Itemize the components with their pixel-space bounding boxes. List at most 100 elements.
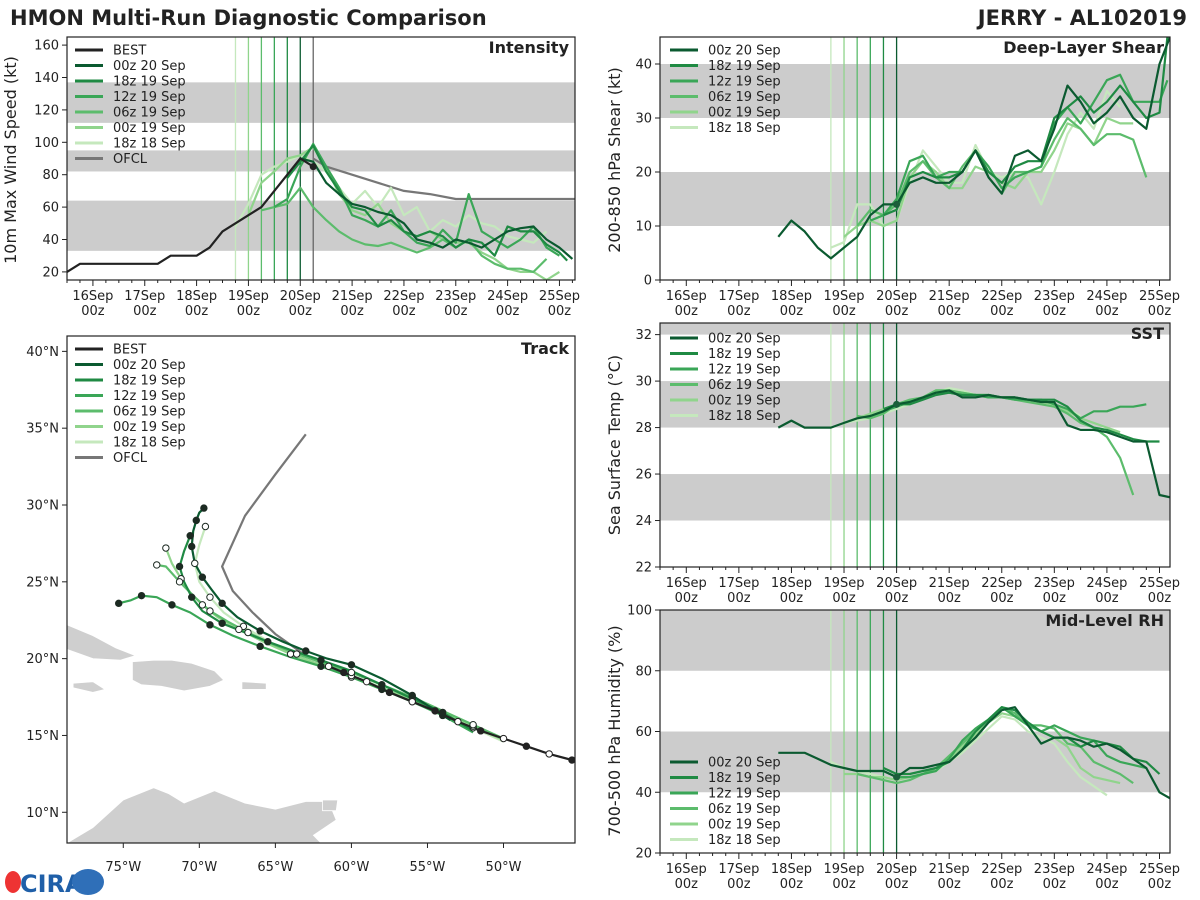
- rh-xtick-hour: 00z: [780, 877, 804, 892]
- track-lat-label: 40°N: [26, 345, 59, 360]
- legend-label-06z-19-sep: 06z 19 Sep: [113, 405, 186, 420]
- intensity-series-18z-18-sep: [234, 154, 548, 244]
- track-lon-label: 65°W: [257, 860, 293, 875]
- land-hispaniola: [131, 659, 225, 692]
- legend-label-00z-19-sep: 00z 19 Sep: [708, 106, 781, 121]
- shear-xtick-date: 21Sep: [929, 289, 970, 304]
- track-point-06z-19-sep: [292, 650, 301, 658]
- track-point-best: [545, 750, 553, 758]
- intensity-ylabel: 10m Max Wind Speed (kt): [1, 56, 20, 264]
- sst-xtick-hour: 00z: [727, 591, 751, 606]
- rh-ylabel: 700-500 hPa Humidity (%): [605, 625, 624, 836]
- legend-label-06z-19-sep: 06z 19 Sep: [708, 802, 781, 817]
- sst-xtick-hour: 00z: [675, 591, 699, 606]
- intensity-xtick-hour: 00z: [548, 304, 572, 319]
- legend-label-12z-19-sep: 12z 19 Sep: [708, 75, 781, 90]
- intensity-current-point: [309, 163, 317, 171]
- legend-label-18z-18-sep: 18z 18 Sep: [708, 121, 781, 136]
- track-point-12z-19-sep: [317, 662, 325, 671]
- legend-label-18z-18-sep: 18z 18 Sep: [113, 436, 186, 451]
- shear-ylabel: 200-850 hPa Shear (kt): [605, 67, 624, 253]
- rh-xtick-hour: 00z: [937, 877, 961, 892]
- legend-label-12z-19-sep: 12z 19 Sep: [113, 90, 186, 105]
- track-series-00z-19-sep: [164, 547, 504, 742]
- sst-xtick-hour: 00z: [885, 591, 909, 606]
- intensity-panel-title: Intensity: [489, 38, 570, 57]
- intensity-ytick-label: 80: [42, 168, 59, 183]
- shear-panel: 01020304016Sep00z17Sep00z18Sep00z19Sep00…: [605, 36, 1180, 319]
- sst-ylabel: Sea Surface Temp (°C): [605, 355, 624, 535]
- shear-xtick-date: 18Sep: [771, 289, 812, 304]
- track-point-12z-19-sep: [137, 591, 146, 600]
- sst-xtick-hour: 00z: [1148, 591, 1172, 606]
- track-point-18z-18-sep: [191, 559, 199, 568]
- legend-label-12z-19-sep: 12z 19 Sep: [708, 363, 781, 378]
- shear-ytick-label: 40: [635, 58, 652, 73]
- track-series-best: [328, 665, 573, 762]
- track-point-06z-19-sep: [153, 561, 161, 569]
- rh-xtick-hour: 00z: [1095, 877, 1119, 892]
- track-panel-title: Track: [521, 339, 569, 358]
- track-point-best: [408, 697, 416, 706]
- sst-xtick-date: 19Sep: [823, 576, 864, 591]
- sst-xtick-hour: 00z: [990, 591, 1014, 606]
- rh-xtick-date: 19Sep: [823, 862, 864, 877]
- track-point-best: [324, 662, 333, 671]
- intensity-xtick-date: 18Sep: [176, 289, 217, 304]
- sst-xtick-date: 20Sep: [876, 576, 917, 591]
- rh-panel-title: Mid-Level RH: [1045, 611, 1164, 630]
- rh-series-12z-19-sep: [870, 706, 1147, 779]
- intensity-plot-area: [67, 37, 575, 280]
- rh-xtick-date: 24Sep: [1086, 862, 1127, 877]
- shear-xtick-date: 23Sep: [1034, 289, 1075, 304]
- legend-label-00z-19-sep: 00z 19 Sep: [708, 394, 781, 409]
- intensity-series-12z-19-sep: [273, 142, 560, 257]
- sst-xtick-date: 23Sep: [1034, 576, 1075, 591]
- rh-xtick-hour: 00z: [990, 877, 1014, 892]
- track-lat-label: 30°N: [26, 499, 59, 514]
- track-point-00z-20-sep: [198, 573, 207, 581]
- intensity-xtick-hour: 00z: [444, 304, 468, 319]
- sst-xtick-hour: 00z: [780, 591, 804, 606]
- track-point-00z-20-sep: [192, 516, 200, 525]
- rh-panel: 2040608010016Sep00z17Sep00z18Sep00z19Sep…: [605, 604, 1180, 893]
- track-point-00z-20-sep: [408, 691, 416, 700]
- intensity-series-ofcl: [312, 157, 575, 201]
- shear-series-00z-20-sep: [777, 37, 1170, 260]
- track-point-best: [499, 734, 508, 743]
- legend-label-00z-19-sep: 00z 19 Sep: [708, 818, 781, 833]
- intensity-series-18z-19-sep: [286, 144, 568, 262]
- track-point-12z-19-sep: [115, 599, 123, 608]
- rh-xtick-date: 17Sep: [718, 862, 759, 877]
- shear-xtick-date: 19Sep: [823, 289, 864, 304]
- track-point-18z-19-sep: [438, 708, 447, 717]
- legend-label-00z-20-sep: 00z 20 Sep: [113, 358, 186, 373]
- track-series-06z-19-sep: [156, 563, 504, 740]
- legend-label-ofcl: OFCL: [113, 152, 148, 167]
- track-point-18z-18-sep: [201, 522, 210, 531]
- shear-xtick-hour: 00z: [727, 304, 751, 319]
- rh-xtick-hour: 00z: [1043, 877, 1067, 892]
- legend-label-00z-20-sep: 00z 20 Sep: [708, 756, 781, 771]
- track-point-06z-19-sep: [244, 628, 252, 637]
- shear-series-18z-19-sep: [883, 37, 1169, 217]
- intensity-xtick-date: 24Sep: [487, 289, 528, 304]
- sst-panel: 22242628303216Sep00z17Sep00z18Sep00z19Se…: [605, 322, 1180, 606]
- rh-xtick-date: 20Sep: [876, 862, 917, 877]
- shear-xtick-date: 22Sep: [981, 289, 1022, 304]
- track-lon-label: 75°W: [105, 860, 141, 875]
- intensity-panel: 2040608010012014016016Sep00z17Sep00z18Se…: [1, 36, 580, 319]
- intensity-xtick-date: 20Sep: [280, 289, 321, 304]
- intensity-xtick-hour: 00z: [289, 304, 313, 319]
- intensity-xtick-date: 22Sep: [383, 289, 424, 304]
- legend-label-06z-19-sep: 06z 19 Sep: [708, 90, 781, 105]
- track-lon-label: 60°W: [333, 860, 369, 875]
- legend-label-18z-18-sep: 18z 18 Sep: [113, 137, 186, 152]
- intensity-ytick-label: 100: [34, 136, 59, 151]
- shear-panel-title: Deep-Layer Shear: [1003, 38, 1164, 57]
- legend-label-00z-20-sep: 00z 20 Sep: [708, 44, 781, 59]
- track-point-18z-19-sep: [188, 593, 196, 601]
- storm-id-title: JERRY - AL102019: [976, 6, 1187, 30]
- land-cuba-east: [67, 624, 137, 661]
- shear-xtick-hour: 00z: [675, 304, 699, 319]
